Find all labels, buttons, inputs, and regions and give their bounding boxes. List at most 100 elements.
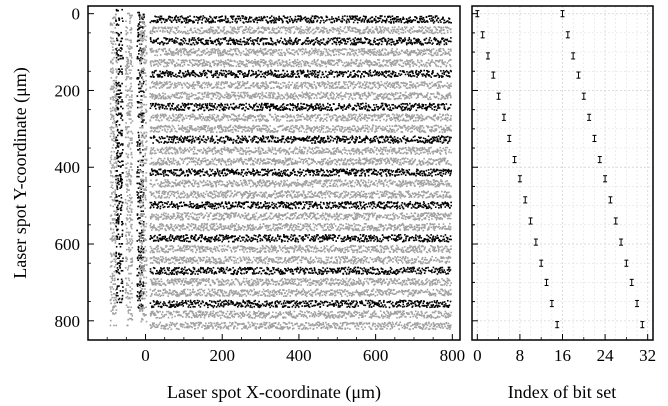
spot-point [224,69,227,72]
spot-point [225,52,228,54]
spot-point [217,37,220,40]
spot-point [165,27,167,30]
spot-point [335,81,338,84]
spot-point [225,70,228,73]
spot-point [436,93,439,95]
spot-point [291,75,294,78]
spot-point [220,82,223,85]
spot-point [304,85,306,87]
spot-point [172,51,175,54]
spot-point [244,73,246,75]
spot-point [426,65,428,68]
spot-point [445,94,448,96]
spot-point [235,73,238,76]
spot-point [276,18,278,20]
spot-point [347,106,350,109]
spot-point [151,47,153,50]
spot-point [194,62,197,65]
spot-point [232,94,234,97]
spot-point [246,75,249,78]
spot-point [263,38,265,40]
spot-point [250,74,252,77]
spot-point [338,58,341,61]
spot-point [284,72,286,75]
spot-point [404,91,407,94]
spot-point [297,39,300,41]
spot-point [450,40,452,43]
spot-point [337,18,340,21]
spot-point [309,26,311,29]
spot-point [440,65,442,68]
spot-point [197,84,199,86]
spot-point [211,31,214,33]
spot-point [197,82,199,85]
spot-point [184,39,187,42]
spot-point [355,60,358,63]
spot-point [344,31,346,34]
spot-point [328,53,331,56]
spot-point [269,59,272,61]
spot-point [311,60,314,63]
spot-point [169,117,172,119]
spot-point [372,93,375,95]
spot-point [229,60,231,63]
spot-point [232,72,234,74]
spot-point [435,84,438,87]
spot-point [171,38,174,40]
spot-point [377,59,379,61]
spot-point [308,54,310,57]
spot-point [219,87,221,89]
spot-point [384,52,386,54]
spot-point [383,28,385,31]
spot-point [278,76,280,78]
spot-point [426,49,428,52]
spot-point [450,96,452,99]
spot-point [194,73,197,75]
spot-point [287,75,289,78]
spot-point [251,94,254,96]
spot-point [209,102,211,105]
spot-point [437,74,440,76]
spot-point [365,105,367,107]
spot-point [156,113,159,116]
spot-point [152,50,155,52]
spot-point [161,119,163,121]
spot-point [263,82,265,85]
spot-point [168,81,171,83]
spot-point [411,84,414,86]
spot-point [180,91,182,94]
spot-point [444,26,447,28]
spot-point [211,74,213,77]
spot-point [376,71,378,73]
spot-point [346,54,349,56]
spot-point [365,38,368,41]
spot-point [328,98,330,100]
spot-point [178,120,180,123]
spot-point [299,108,301,111]
spot-point [354,16,357,19]
spot-point [190,29,193,32]
spot-point [329,29,331,32]
spot-point [269,52,272,54]
spot-point [272,91,275,94]
spot-point [426,107,428,110]
spot-point [448,84,451,86]
spot-point [189,95,192,98]
spot-point [251,42,253,45]
spot-point [387,53,390,56]
spot-point [164,71,167,74]
spot-point [432,42,434,45]
spot-point [441,60,444,63]
spot-point [338,18,341,21]
spot-point [380,105,383,108]
spot-point [167,71,170,73]
spot-point [381,30,383,32]
spot-point [446,108,449,111]
spot-point [429,15,431,17]
spot-point [168,59,170,61]
spot-point [312,32,315,35]
spot-point [202,38,204,40]
spot-point [176,96,179,99]
spot-point [358,29,360,31]
